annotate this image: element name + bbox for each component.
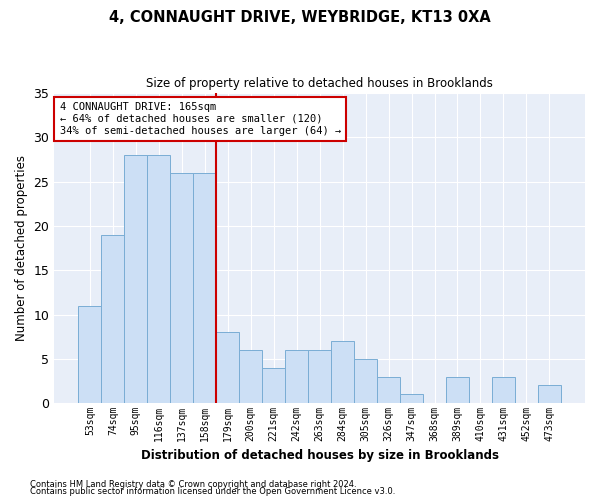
Bar xyxy=(79,306,101,403)
Bar xyxy=(492,376,515,403)
Bar xyxy=(170,173,193,403)
Bar xyxy=(400,394,423,403)
Bar xyxy=(354,359,377,403)
Bar xyxy=(446,376,469,403)
Bar xyxy=(101,235,124,403)
Y-axis label: Number of detached properties: Number of detached properties xyxy=(15,155,28,341)
Title: Size of property relative to detached houses in Brooklands: Size of property relative to detached ho… xyxy=(146,78,493,90)
Text: Contains HM Land Registry data © Crown copyright and database right 2024.: Contains HM Land Registry data © Crown c… xyxy=(30,480,356,489)
Bar xyxy=(262,368,285,403)
Text: 4 CONNAUGHT DRIVE: 165sqm
← 64% of detached houses are smaller (120)
34% of semi: 4 CONNAUGHT DRIVE: 165sqm ← 64% of detac… xyxy=(59,102,341,136)
X-axis label: Distribution of detached houses by size in Brooklands: Distribution of detached houses by size … xyxy=(140,450,499,462)
Bar xyxy=(124,155,148,403)
Bar xyxy=(193,173,216,403)
Bar xyxy=(377,376,400,403)
Bar xyxy=(538,386,561,403)
Bar xyxy=(308,350,331,403)
Bar xyxy=(331,341,354,403)
Text: 4, CONNAUGHT DRIVE, WEYBRIDGE, KT13 0XA: 4, CONNAUGHT DRIVE, WEYBRIDGE, KT13 0XA xyxy=(109,10,491,25)
Bar xyxy=(216,332,239,403)
Text: Contains public sector information licensed under the Open Government Licence v3: Contains public sector information licen… xyxy=(30,488,395,496)
Bar xyxy=(148,155,170,403)
Bar xyxy=(285,350,308,403)
Bar xyxy=(239,350,262,403)
